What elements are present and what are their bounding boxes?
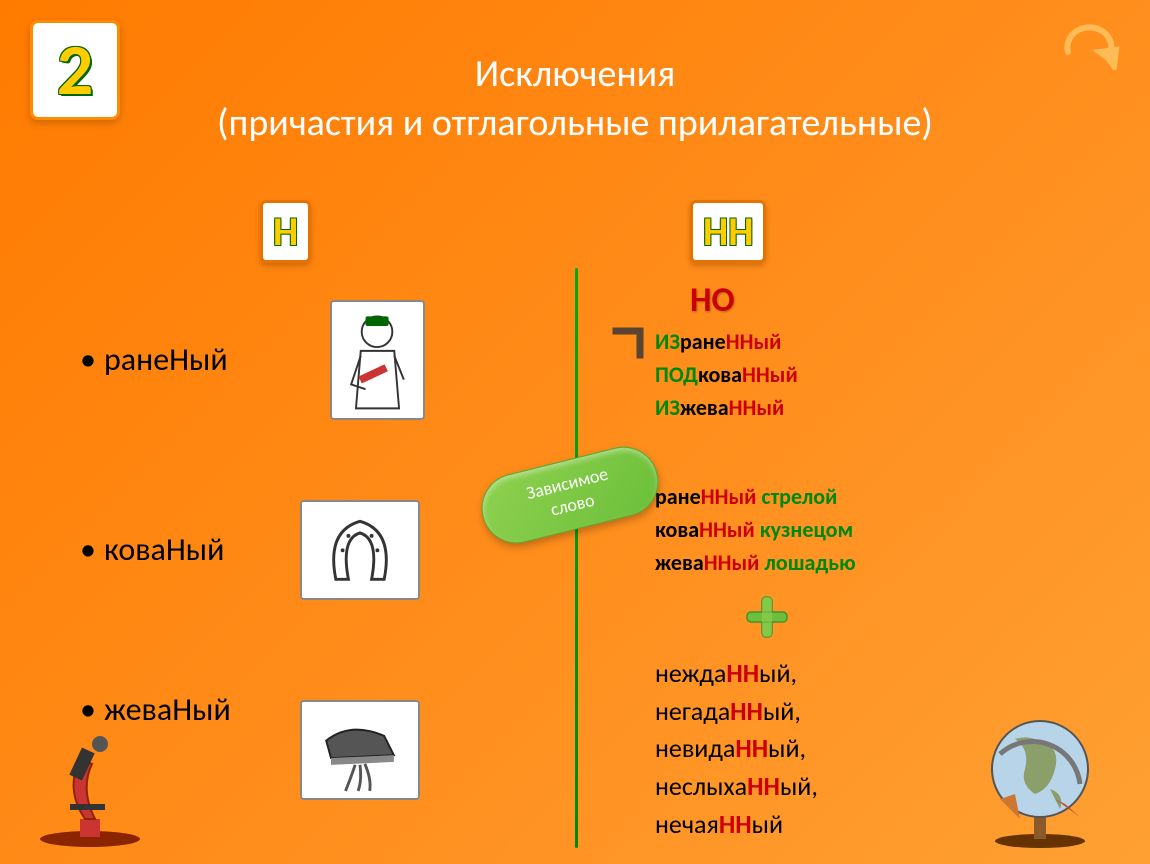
dep-row-2: коваННый кузнецом <box>655 513 856 546</box>
nn-row-5: нечаяННый <box>655 806 818 844</box>
dependent-list: ранеННый стрелой коваННый кузнецом жеваН… <box>655 480 856 579</box>
horseshoe-image <box>300 500 420 600</box>
dependent-word-pill: Зависимое слово <box>474 439 666 550</box>
bullet-kovany: коваНый <box>80 530 224 569</box>
n-header: Н <box>273 207 298 256</box>
nn-row-1: неждаННый, <box>655 655 818 693</box>
nn-row-2: негадаННый, <box>655 693 818 731</box>
nn-row-3: невидаННый, <box>655 730 818 768</box>
title-line1: Исключения <box>0 50 1150 99</box>
pill-text: Зависимое слово <box>524 464 615 526</box>
plus-icon <box>745 595 789 639</box>
soldier-image <box>330 300 425 420</box>
nn-header-box: НН <box>690 200 766 263</box>
nn-row-4: неслыхаННый, <box>655 768 818 806</box>
shoe-gum-image <box>300 700 420 800</box>
prefix-row-1: ИЗранеННый <box>655 325 798 358</box>
nn-header: НН <box>703 207 753 256</box>
title-line2: (причастия и отглагольные прилагательные… <box>0 99 1150 148</box>
microscope-icon <box>30 709 150 849</box>
dep-row-3: жеваННый лошадью <box>655 546 856 579</box>
no-label: НО <box>690 280 734 321</box>
prefix-row-3: ИЗжеваННый <box>655 391 798 424</box>
prefix-row-2: ПОДковаННый <box>655 358 798 391</box>
bullet-raneny: ранеНый <box>80 340 228 379</box>
globe-icon <box>970 699 1110 849</box>
bracket-icon <box>610 325 646 361</box>
dep-row-1: ранеННый стрелой <box>655 480 856 513</box>
n-header-box: Н <box>260 200 311 263</box>
prefix-list: ИЗранеННый ПОДковаННый ИЗжеваННый <box>655 325 798 424</box>
column-divider <box>575 268 578 848</box>
slide-title: Исключения (причастия и отглагольные при… <box>0 50 1150 149</box>
nn-exception-list: неждаННый, негадаННый, невидаННый, неслы… <box>655 655 818 843</box>
